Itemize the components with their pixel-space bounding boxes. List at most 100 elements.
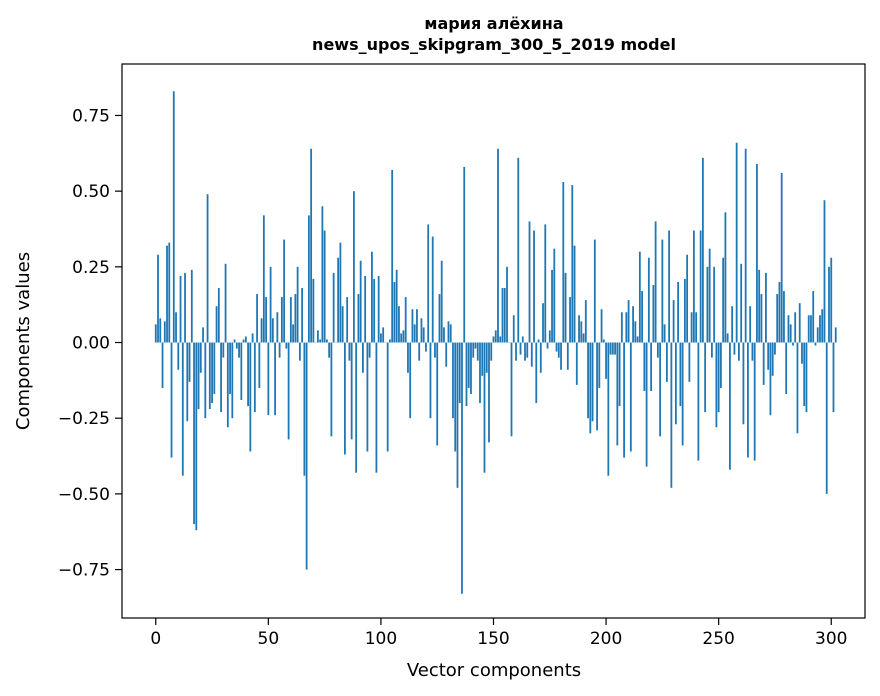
bar-219 (647, 257, 650, 343)
bar-271 (765, 272, 767, 343)
bar-227 (665, 342, 668, 382)
bar-134 (456, 342, 459, 488)
bar-22 (204, 342, 207, 419)
bar-96 (371, 251, 373, 343)
bar-267 (756, 163, 758, 343)
bar-298 (825, 342, 828, 494)
bar-151 (494, 330, 497, 343)
bar-25 (211, 342, 213, 404)
bar-162 (519, 342, 522, 355)
bar-133 (454, 342, 457, 452)
bar-234 (681, 342, 684, 446)
bar-31 (224, 263, 227, 343)
y-tick-label: 0.50 (72, 182, 110, 202)
bar-241 (697, 342, 700, 461)
bar-248 (713, 266, 716, 343)
bar-69 (310, 148, 313, 343)
bar-54 (276, 312, 279, 343)
bar-45 (256, 294, 258, 343)
bar-291 (810, 315, 812, 343)
bar-182 (564, 272, 567, 343)
bar-193 (589, 342, 592, 434)
bar-73 (319, 339, 322, 343)
bar-301 (832, 342, 835, 413)
bar-174 (546, 342, 549, 349)
bar-23 (206, 194, 209, 343)
bar-202 (609, 342, 612, 355)
bar-86 (348, 342, 351, 361)
bar-274 (771, 342, 774, 376)
bar-300 (830, 257, 833, 343)
bar-16 (190, 269, 193, 343)
bar-155 (503, 288, 506, 343)
bar-32 (226, 342, 229, 428)
bar-59 (287, 342, 290, 440)
bar-13 (184, 272, 186, 343)
bar-116 (416, 309, 418, 343)
bar-38 (240, 342, 243, 401)
bar-250 (717, 342, 720, 413)
bar-200 (605, 342, 607, 379)
bar-254 (726, 333, 729, 343)
bar-272 (767, 342, 770, 370)
bar-42 (249, 342, 252, 452)
bar-149 (490, 342, 493, 361)
bar-171 (539, 342, 542, 373)
bar-35 (233, 339, 236, 343)
bar-44 (253, 342, 256, 413)
bar-231 (674, 342, 677, 425)
bar-284 (794, 312, 797, 343)
bar-233 (679, 342, 682, 407)
bar-137 (463, 166, 466, 343)
bar-99 (377, 275, 380, 343)
bar-269 (760, 294, 763, 343)
bar-28 (217, 288, 220, 343)
bar-265 (751, 342, 754, 361)
bar-117 (418, 342, 421, 361)
bar-52 (271, 318, 274, 343)
bar-97 (373, 278, 376, 343)
bar-29 (220, 342, 222, 413)
bar-119 (422, 327, 425, 343)
bar-77 (328, 342, 331, 358)
bar-249 (715, 342, 718, 428)
bar-10 (177, 342, 180, 370)
bar-49 (265, 297, 267, 343)
bar-33 (229, 342, 231, 394)
bar-15 (188, 342, 191, 382)
bar-264 (749, 306, 752, 343)
bar-107 (395, 269, 398, 343)
bar-262 (744, 148, 747, 343)
x-axis-label: Vector components (407, 660, 581, 681)
bar-184 (569, 297, 571, 343)
bar-235 (683, 278, 686, 343)
bar-79 (332, 272, 335, 343)
bar-159 (512, 315, 515, 343)
bar-198 (600, 309, 603, 343)
bar-178 (555, 342, 558, 352)
bar-72 (316, 330, 319, 343)
bar-161 (517, 157, 520, 343)
bar-266 (753, 342, 756, 461)
bar-65 (301, 288, 304, 343)
bar-114 (411, 309, 414, 343)
y-axis-label: Components values (13, 252, 34, 430)
bar-194 (591, 342, 594, 422)
bar-62 (294, 294, 297, 343)
bar-93 (364, 275, 367, 343)
bar-17 (193, 342, 195, 525)
bar-40 (244, 336, 247, 343)
bar-74 (321, 206, 324, 343)
bar-165 (526, 342, 529, 358)
bar-56 (280, 297, 283, 343)
bar-232 (677, 281, 680, 343)
bar-252 (722, 257, 725, 343)
bar-253 (724, 212, 727, 343)
bar-126 (438, 294, 441, 343)
bar-141 (472, 342, 475, 358)
bar-201 (607, 342, 610, 476)
bar-280 (785, 342, 788, 394)
bar-58 (285, 342, 288, 349)
bar-19 (197, 342, 200, 410)
bar-108 (398, 306, 400, 343)
